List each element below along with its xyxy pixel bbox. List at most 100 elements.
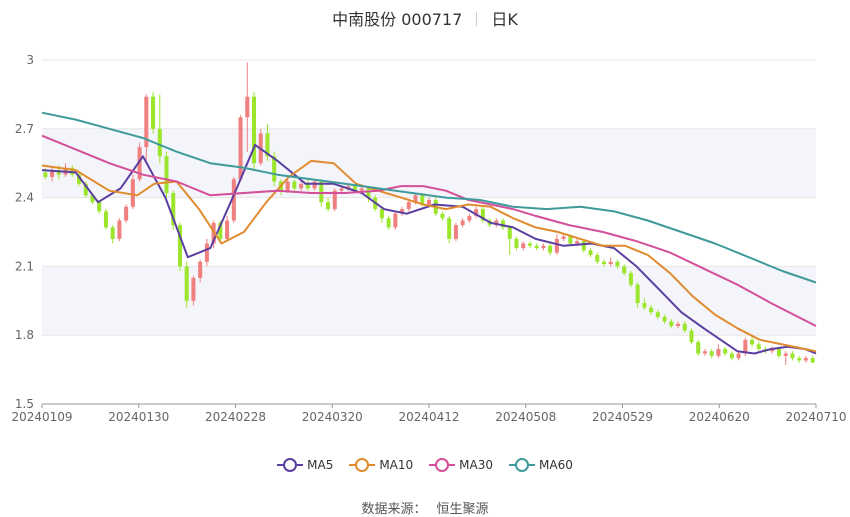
candle: [514, 236, 519, 251]
candle-body: [110, 227, 115, 239]
candle: [117, 218, 122, 242]
candle: [608, 257, 613, 267]
candle: [379, 206, 384, 223]
legend-marker-icon: [349, 458, 376, 472]
candle-body: [386, 218, 391, 228]
candle: [198, 259, 203, 283]
candle: [803, 355, 808, 363]
legend-label: MA60: [539, 458, 573, 472]
candle-body: [676, 323, 681, 327]
candle: [406, 199, 411, 212]
candle: [682, 321, 687, 333]
candle-body: [750, 339, 755, 345]
candle: [447, 215, 452, 244]
candle: [292, 179, 297, 191]
candle: [366, 186, 371, 203]
candle: [204, 238, 209, 267]
candle: [184, 261, 189, 308]
x-tick-label: 20240508: [495, 410, 556, 424]
x-tick-label: 20240130: [108, 410, 169, 424]
candle: [440, 211, 445, 221]
candle-body: [218, 222, 223, 239]
candle: [810, 355, 815, 363]
candle: [251, 92, 257, 171]
candle: [689, 328, 694, 345]
legend-item-ma10[interactable]: MA10: [349, 458, 413, 472]
y-tick-label: 2.7: [15, 122, 34, 136]
candle-body: [507, 227, 512, 239]
candle-body: [83, 183, 88, 196]
candle-body: [776, 348, 782, 356]
candle-body: [50, 170, 55, 177]
candle-body: [709, 351, 714, 356]
y-tick-label: 1.5: [15, 397, 34, 411]
candle-body: [649, 307, 654, 313]
candle: [225, 215, 230, 242]
candle: [736, 351, 741, 361]
candle-body: [177, 225, 182, 267]
candle-body: [319, 181, 324, 203]
candle: [676, 321, 681, 329]
period-selector[interactable]: 日K: [491, 10, 518, 29]
candle: [480, 206, 485, 223]
candle: [548, 243, 553, 255]
candle: [400, 206, 405, 216]
candle-body: [406, 202, 411, 210]
data-source: 数据来源： 恒生聚源: [0, 498, 850, 517]
candle: [534, 243, 539, 251]
candle: [76, 172, 82, 187]
candle-body: [225, 220, 230, 239]
candle-body: [272, 156, 277, 182]
candle-body: [480, 209, 485, 221]
candle-body: [662, 316, 667, 322]
candle-body: [783, 353, 788, 356]
candle-body: [501, 220, 506, 228]
candle: [299, 181, 304, 191]
candle-body: [393, 213, 398, 228]
candle-body: [157, 128, 162, 157]
candle-body: [770, 348, 775, 352]
candle: [157, 94, 162, 164]
legend-item-ma60[interactable]: MA60: [509, 458, 573, 472]
candle-body: [124, 206, 129, 221]
candle: [521, 241, 526, 251]
x-tick-label: 20240710: [785, 410, 846, 424]
candle-body: [669, 321, 674, 327]
legend-item-ma5[interactable]: MA5: [277, 458, 333, 472]
candle: [696, 339, 701, 356]
candle-body: [90, 195, 95, 203]
legend-item-ma30[interactable]: MA30: [429, 458, 493, 472]
x-tick-label: 20240320: [302, 410, 363, 424]
ma10-line: [41, 159, 817, 353]
candle: [312, 179, 317, 191]
candle-body: [164, 156, 169, 194]
candle-body: [332, 190, 337, 210]
candle-body: [460, 220, 465, 226]
candle: [581, 238, 586, 253]
candle-body: [184, 266, 189, 301]
candle-body: [366, 188, 371, 198]
candle: [790, 351, 795, 361]
candle: [507, 225, 512, 255]
ma5-line: [41, 143, 817, 355]
candle: [474, 206, 479, 219]
candle-body: [494, 220, 499, 226]
candle-body: [541, 245, 546, 249]
candle-body: [285, 181, 290, 191]
candle: [669, 319, 674, 329]
x-axis: 20240109 20240130 20240228 20240320 20240412…: [11, 403, 847, 424]
y-tick-label: 2.4: [15, 191, 34, 205]
candle-body: [413, 195, 418, 203]
candle-body: [803, 358, 808, 361]
candle-body: [245, 96, 250, 118]
candle-body: [588, 250, 593, 255]
candle-body: [130, 179, 135, 207]
candle: [797, 355, 802, 363]
candle-body: [810, 358, 815, 363]
legend-label: MA10: [379, 458, 414, 472]
candle-body: [299, 183, 304, 189]
candle: [635, 282, 640, 308]
chart-header: 中南股份 000717 日K: [0, 6, 850, 30]
candle-body: [103, 211, 108, 228]
candle-body: [521, 243, 526, 249]
